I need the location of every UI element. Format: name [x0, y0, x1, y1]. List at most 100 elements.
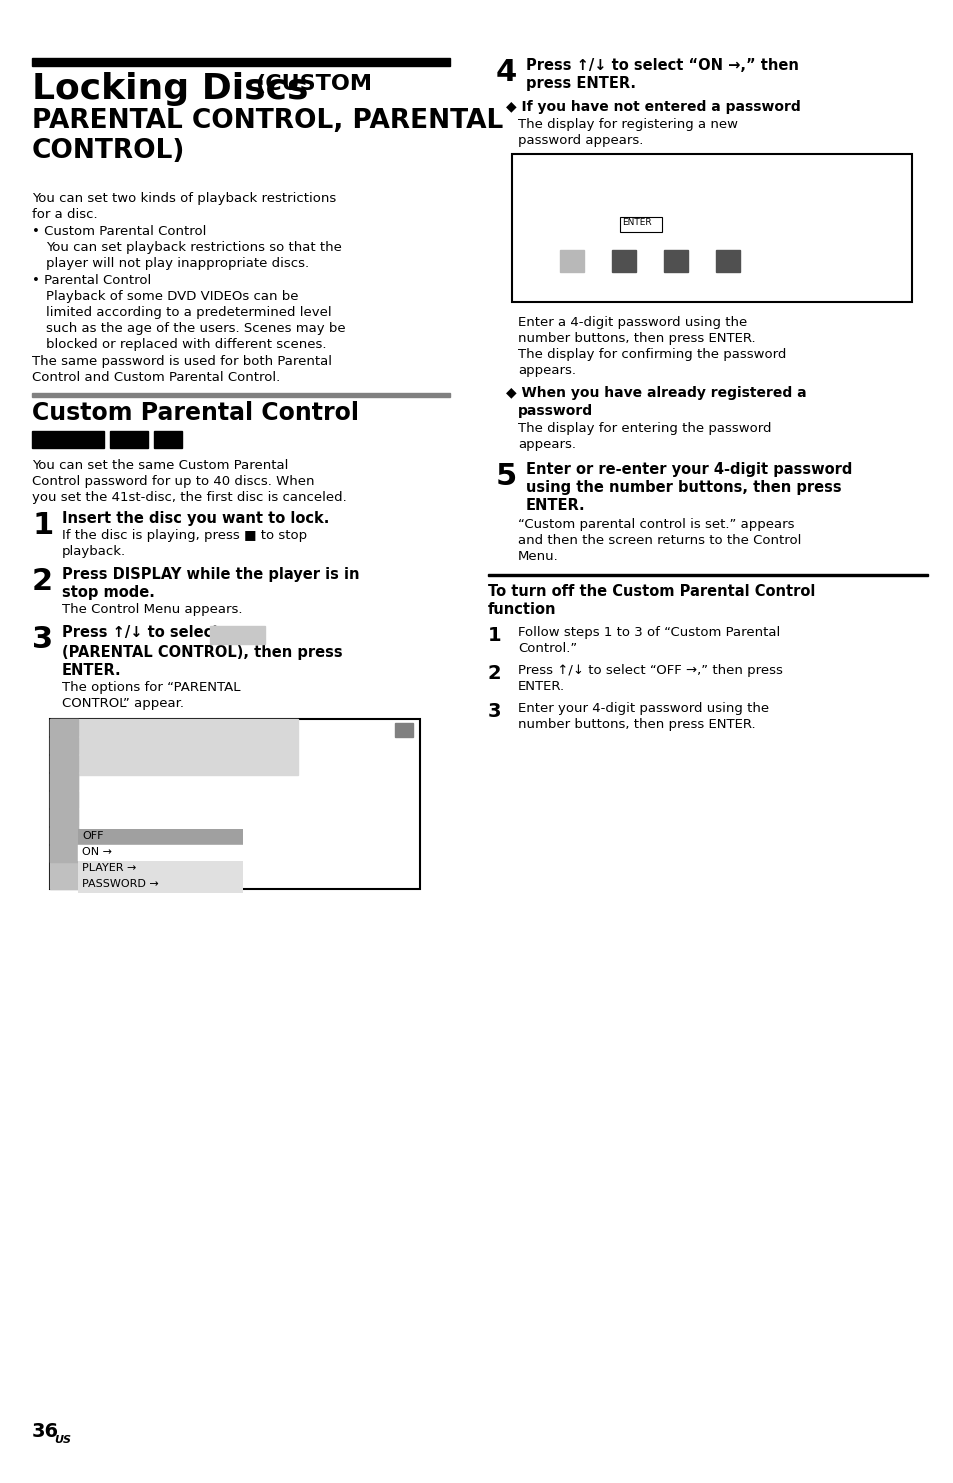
Bar: [50, 737, 78, 753]
Bar: [210, 626, 265, 644]
Text: CONTROL): CONTROL): [32, 138, 185, 165]
Bar: [110, 432, 148, 448]
Text: The options for “PARENTAL: The options for “PARENTAL: [62, 681, 240, 694]
Text: Playback of some DVD VIDEOs can be: Playback of some DVD VIDEOs can be: [46, 291, 298, 303]
Bar: [78, 829, 243, 845]
Text: 5: 5: [496, 463, 517, 491]
Bar: [50, 845, 78, 862]
Text: and then the screen returns to the Control: and then the screen returns to the Contr…: [517, 534, 801, 547]
Text: 1: 1: [488, 626, 501, 645]
Bar: [488, 574, 927, 575]
Bar: [78, 845, 243, 862]
Text: • Custom Parental Control: • Custom Parental Control: [32, 225, 206, 237]
Text: The Control Menu appears.: The Control Menu appears.: [62, 604, 242, 615]
Text: 36: 36: [32, 1422, 59, 1441]
Bar: [663, 251, 687, 271]
Bar: [512, 154, 911, 303]
Bar: [50, 719, 78, 736]
Bar: [153, 432, 182, 448]
Bar: [612, 251, 636, 271]
Text: limited according to a predetermined level: limited according to a predetermined lev…: [46, 305, 332, 319]
Bar: [619, 217, 661, 231]
Text: The display for entering the password: The display for entering the password: [517, 423, 771, 435]
Text: number buttons, then press ENTER.: number buttons, then press ENTER.: [517, 332, 755, 346]
Text: OFF: OFF: [82, 830, 103, 841]
Text: you set the 41st-disc, the first disc is canceled.: you set the 41st-disc, the first disc is…: [32, 491, 346, 504]
Text: 🔓: 🔓: [218, 627, 225, 641]
Text: Enter or re-enter your 4-digit password: Enter or re-enter your 4-digit password: [525, 463, 851, 478]
Text: blocked or replaced with different scenes.: blocked or replaced with different scene…: [46, 338, 326, 351]
Text: ENTER.: ENTER.: [62, 663, 121, 678]
Text: press ENTER.: press ENTER.: [525, 76, 636, 90]
Text: 3: 3: [488, 701, 501, 721]
Text: 2: 2: [488, 664, 501, 684]
Bar: [559, 251, 583, 271]
Text: US: US: [54, 1436, 71, 1444]
Text: CD: CD: [156, 433, 175, 446]
Text: Enter your 4-digit password using the: Enter your 4-digit password using the: [517, 701, 768, 715]
Text: using the number buttons, then press: using the number buttons, then press: [525, 480, 841, 495]
Text: Control and Custom Parental Control.: Control and Custom Parental Control.: [32, 371, 280, 384]
Text: Press ↑/↓ to select: Press ↑/↓ to select: [62, 624, 219, 641]
Text: 3: 3: [32, 624, 53, 654]
Text: “Custom parental control is set.” appears: “Custom parental control is set.” appear…: [517, 518, 794, 531]
Text: ◆ When you have already registered a: ◆ When you have already registered a: [505, 386, 806, 400]
Bar: [50, 719, 78, 888]
Text: 2: 2: [32, 567, 53, 596]
Text: number buttons, then press ENTER.: number buttons, then press ENTER.: [517, 718, 755, 731]
Bar: [50, 773, 78, 790]
Text: appears.: appears.: [517, 437, 576, 451]
Text: password: password: [517, 403, 593, 418]
Text: The display for confirming the password: The display for confirming the password: [517, 349, 785, 360]
Text: PARENTAL CONTROL, PARENTAL: PARENTAL CONTROL, PARENTAL: [32, 108, 503, 133]
Text: password appears.: password appears.: [517, 133, 642, 147]
Text: PARENTAL CONTROL: PARENTAL CONTROL: [536, 172, 656, 185]
Text: .: .: [663, 218, 667, 231]
Text: If the disc is playing, press ■ to stop: If the disc is playing, press ■ to stop: [62, 529, 307, 541]
Bar: [32, 432, 104, 448]
Text: PLAYER →: PLAYER →: [82, 863, 136, 873]
Text: • Parental Control: • Parental Control: [32, 274, 152, 288]
Bar: [32, 393, 450, 397]
Text: ENTER.: ENTER.: [517, 681, 564, 693]
Bar: [50, 719, 419, 888]
Text: CONTROL” appear.: CONTROL” appear.: [62, 697, 184, 710]
Text: You can set playback restrictions so that the: You can set playback restrictions so tha…: [46, 242, 341, 254]
Text: 1 8 ( 3 4 ): 1 8 ( 3 4 ): [82, 742, 136, 750]
Text: The same password is used for both Parental: The same password is used for both Paren…: [32, 354, 332, 368]
Text: Press ↑/↓ to select “OFF →,” then press: Press ↑/↓ to select “OFF →,” then press: [517, 664, 782, 678]
Text: Custom Parental Control: Custom Parental Control: [32, 400, 358, 426]
Text: then press: then press: [545, 218, 608, 231]
Text: The display for registering a new: The display for registering a new: [517, 119, 738, 131]
Bar: [395, 724, 413, 737]
Bar: [716, 251, 740, 271]
Text: You can set the same Custom Parental: You can set the same Custom Parental: [32, 460, 288, 472]
Text: DVD VIDEO: DVD VIDEO: [353, 725, 412, 736]
Bar: [78, 876, 243, 893]
Text: Locking Discs: Locking Discs: [32, 73, 308, 105]
Text: such as the age of the users. Scenes may be: such as the age of the users. Scenes may…: [46, 322, 345, 335]
Text: stop mode.: stop mode.: [62, 584, 154, 601]
Text: Press ↑/↓ to select “ON →,” then: Press ↑/↓ to select “ON →,” then: [525, 58, 798, 73]
Text: ON →: ON →: [82, 847, 112, 857]
Text: playback.: playback.: [62, 544, 126, 558]
Text: (CUSTOM: (CUSTOM: [254, 74, 372, 93]
Text: (PARENTAL CONTROL), then press: (PARENTAL CONTROL), then press: [62, 645, 342, 660]
Text: appears.: appears.: [517, 363, 576, 377]
Text: 4: 4: [496, 58, 517, 87]
Text: player will not play inappropriate discs.: player will not play inappropriate discs…: [46, 257, 309, 270]
Text: Enter a new 4-digit password,: Enter a new 4-digit password,: [545, 202, 721, 215]
Text: ENTER.: ENTER.: [525, 498, 585, 513]
Text: Control password for up to 40 discs. When: Control password for up to 40 discs. Whe…: [32, 475, 314, 488]
Text: function: function: [488, 602, 556, 617]
Text: To turn off the Custom Parental Control: To turn off the Custom Parental Control: [488, 584, 815, 599]
Text: VCD: VCD: [112, 433, 141, 446]
Bar: [50, 755, 78, 773]
Text: You can set two kinds of playback restrictions: You can set two kinds of playback restri…: [32, 191, 335, 205]
Text: for a disc.: for a disc.: [32, 208, 97, 221]
Bar: [50, 810, 78, 826]
Text: video: video: [62, 436, 88, 445]
Text: Follow steps 1 to 3 of “Custom Parental: Follow steps 1 to 3 of “Custom Parental: [517, 626, 780, 639]
Bar: [50, 790, 78, 808]
Text: Menu.: Menu.: [517, 550, 558, 564]
